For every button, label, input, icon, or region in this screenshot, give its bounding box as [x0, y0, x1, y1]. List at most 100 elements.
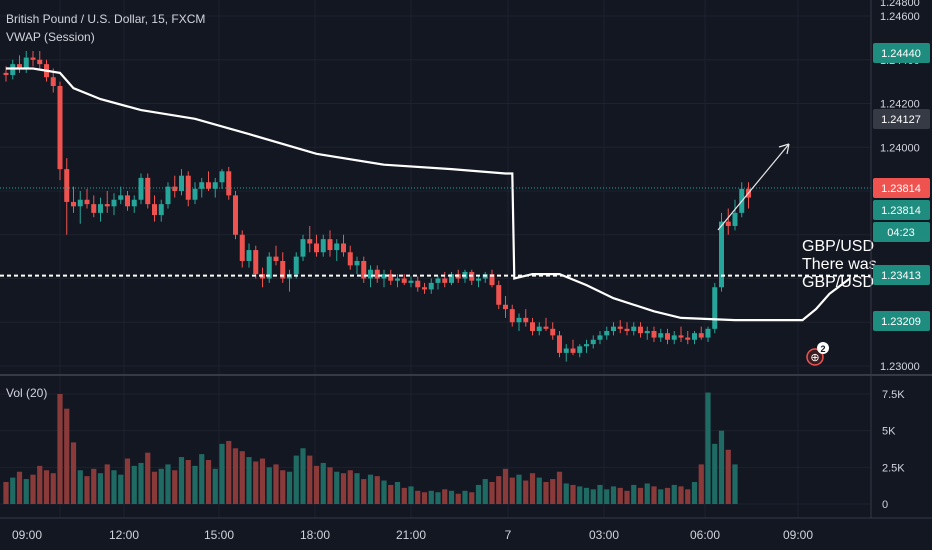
candle[interactable] — [638, 322, 643, 338]
candle[interactable] — [617, 320, 623, 334]
candle[interactable] — [408, 276, 414, 288]
candle[interactable] — [651, 326, 657, 342]
candle[interactable] — [570, 339, 576, 356]
candle[interactable] — [476, 276, 481, 288]
candle[interactable] — [698, 326, 704, 340]
candle[interactable] — [77, 191, 83, 224]
candle[interactable] — [543, 317, 549, 331]
candle[interactable] — [347, 245, 353, 270]
candlesticks[interactable] — [3, 51, 752, 362]
candle[interactable] — [624, 322, 630, 336]
candle[interactable] — [37, 51, 43, 69]
candle[interactable] — [374, 265, 380, 283]
candle[interactable] — [644, 326, 650, 340]
candle[interactable] — [678, 326, 684, 342]
alert-badge[interactable]: ⊕ 2 — [806, 342, 829, 366]
candle[interactable] — [665, 328, 670, 345]
candle[interactable] — [509, 304, 515, 327]
candle[interactable] — [584, 339, 589, 353]
candle[interactable] — [145, 173, 151, 209]
candle[interactable] — [138, 173, 144, 205]
candle[interactable] — [550, 322, 556, 340]
candle[interactable] — [341, 234, 346, 257]
candle[interactable] — [428, 278, 434, 294]
volume-axis[interactable]: 7.5K 5K 2.5K 0 — [882, 389, 905, 511]
candle[interactable] — [118, 186, 124, 205]
volume-indicator-title[interactable]: Vol (20) — [6, 386, 48, 400]
candle[interactable] — [212, 177, 218, 198]
candle[interactable] — [233, 191, 238, 240]
candle[interactable] — [30, 51, 36, 67]
text-annotation[interactable]: GBP/USD There was GBP/USD — [802, 238, 877, 291]
candle[interactable] — [354, 256, 360, 275]
candle[interactable] — [401, 274, 407, 286]
trend-arrow-drawing[interactable] — [717, 143, 790, 231]
candle[interactable] — [239, 230, 245, 268]
candle[interactable] — [57, 81, 63, 181]
candle[interactable] — [64, 158, 70, 235]
candle[interactable] — [712, 282, 718, 334]
candle[interactable] — [685, 331, 691, 345]
candle[interactable] — [280, 252, 286, 283]
candle[interactable] — [435, 276, 441, 290]
candle[interactable] — [388, 269, 394, 286]
candle[interactable] — [557, 331, 562, 358]
candle[interactable] — [563, 344, 569, 362]
candle[interactable] — [503, 296, 508, 318]
candle[interactable] — [192, 182, 198, 205]
candle[interactable] — [300, 234, 306, 261]
candle[interactable] — [71, 186, 76, 213]
candle[interactable] — [17, 55, 22, 73]
candle[interactable] — [719, 212, 724, 292]
indicator-title[interactable]: VWAP (Session) — [6, 30, 95, 44]
time-axis[interactable]: 09:00 12:00 15:00 18:00 21:00 7 03:00 06:00 09:0… — [12, 528, 813, 542]
candle[interactable] — [98, 197, 103, 222]
candle[interactable] — [496, 280, 502, 310]
candle[interactable] — [725, 208, 731, 235]
candle[interactable] — [84, 188, 90, 209]
symbol-title[interactable]: British Pound / U.S. Dollar, 15, FXCM — [6, 12, 206, 26]
candle[interactable] — [536, 322, 542, 336]
candle[interactable] — [597, 331, 603, 345]
candle[interactable] — [246, 243, 252, 268]
candle[interactable] — [395, 274, 400, 288]
candle[interactable] — [368, 265, 373, 288]
candle[interactable] — [530, 317, 535, 336]
candle[interactable] — [111, 193, 117, 216]
candle[interactable] — [165, 182, 171, 209]
candle[interactable] — [131, 195, 137, 213]
candle[interactable] — [611, 322, 616, 336]
candle[interactable] — [125, 191, 130, 211]
candle[interactable] — [219, 169, 225, 189]
candle[interactable] — [422, 282, 427, 294]
candle[interactable] — [158, 199, 164, 222]
candle[interactable] — [266, 252, 272, 283]
candle[interactable] — [705, 326, 711, 342]
candle[interactable] — [293, 252, 299, 279]
candle[interactable] — [226, 166, 232, 200]
candle[interactable] — [658, 328, 664, 342]
candle[interactable] — [381, 269, 387, 288]
candle[interactable] — [671, 331, 677, 345]
trend-arrow-shaft[interactable] — [717, 143, 790, 231]
candle[interactable] — [577, 344, 583, 358]
candle[interactable] — [604, 326, 610, 340]
candle[interactable] — [590, 335, 596, 349]
candle[interactable] — [185, 171, 191, 207]
candle[interactable] — [327, 230, 333, 257]
candle[interactable] — [152, 195, 157, 222]
candle[interactable] — [361, 256, 367, 283]
candle[interactable] — [307, 226, 313, 253]
candle[interactable] — [206, 171, 211, 191]
candle[interactable] — [104, 191, 110, 213]
candle[interactable] — [523, 309, 529, 327]
candle[interactable] — [732, 199, 738, 231]
candle[interactable] — [179, 169, 184, 196]
candle[interactable] — [320, 234, 326, 257]
candle[interactable] — [442, 271, 448, 288]
candle[interactable] — [172, 175, 178, 198]
candle[interactable] — [415, 276, 421, 292]
candle[interactable] — [334, 239, 340, 261]
candle[interactable] — [449, 271, 454, 286]
